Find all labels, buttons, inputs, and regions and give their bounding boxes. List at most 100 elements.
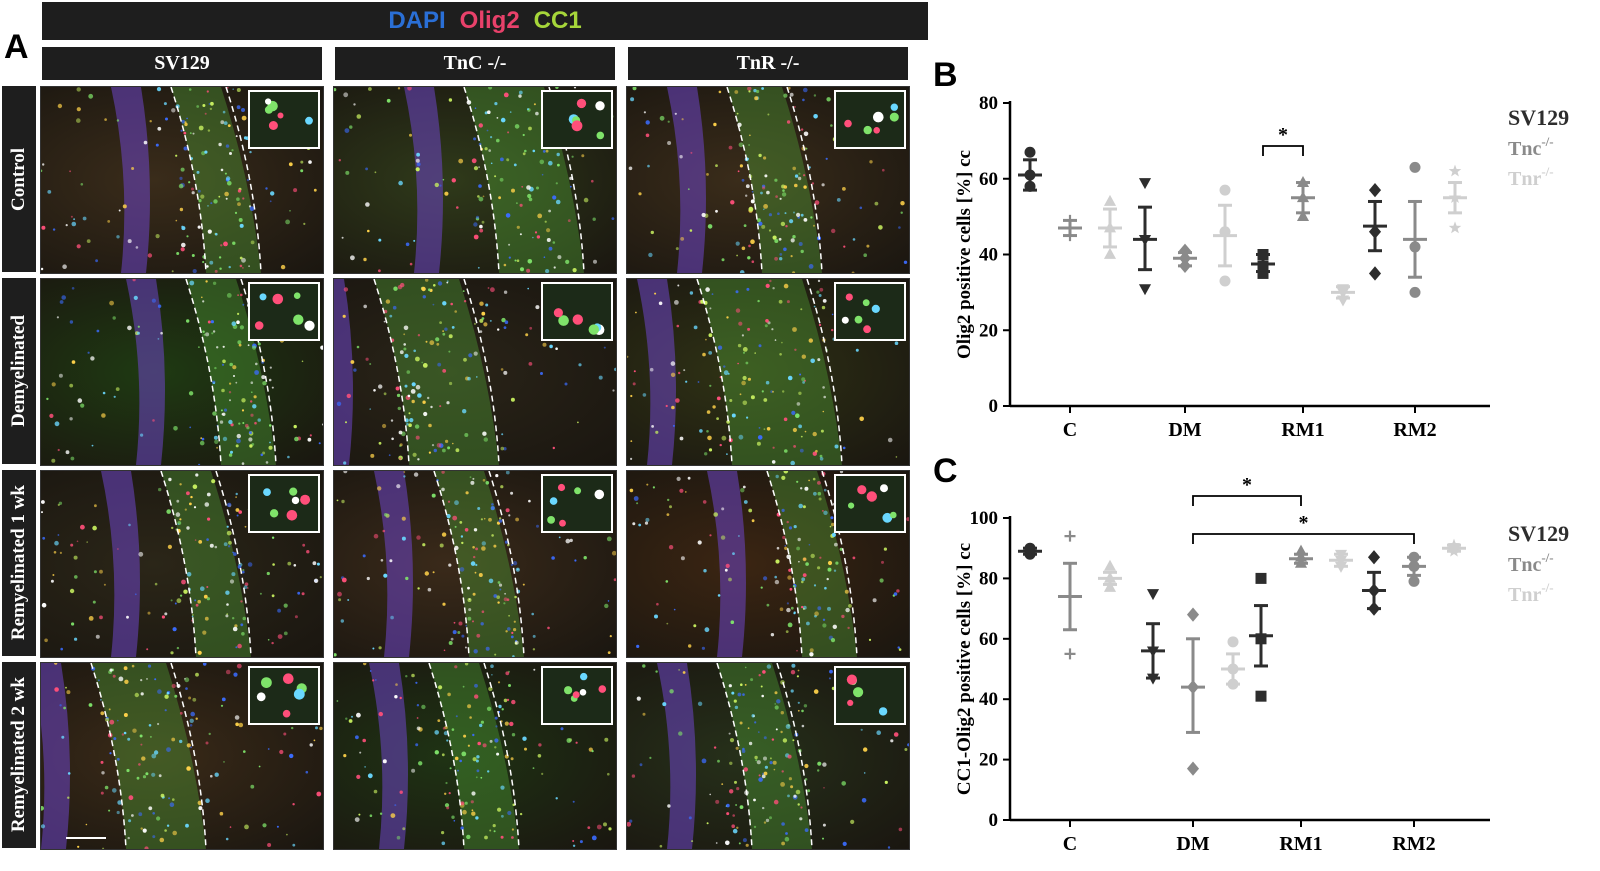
y-tick-label: 60 — [979, 629, 998, 650]
inset-magnified-cells — [541, 666, 613, 725]
y-tick-label: 0 — [989, 396, 999, 417]
data-point — [1138, 178, 1152, 190]
y-tick-label: 40 — [979, 689, 998, 710]
data-point — [1448, 221, 1462, 234]
y-tick-label: 60 — [979, 169, 998, 190]
data-point — [1294, 544, 1308, 556]
data-point — [1024, 146, 1036, 158]
inset-magnified-cells — [541, 90, 613, 149]
data-point — [1409, 286, 1421, 298]
y-axis-label: CC1-Olig2 positive cells [%] cc — [954, 543, 975, 795]
micrograph-tnr-demyelinated — [626, 278, 910, 466]
inset-magnified-cells — [248, 282, 320, 341]
stain-label-olig2: Olig2 — [459, 7, 520, 34]
x-tick-label: RM2 — [1393, 419, 1436, 441]
legend-superscript: -/- — [1541, 580, 1553, 595]
data-point — [1103, 194, 1117, 206]
y-tick-label: 40 — [979, 245, 998, 266]
data-point — [1219, 226, 1231, 238]
inset-magnified-cells — [834, 90, 906, 149]
data-point — [1367, 583, 1381, 598]
data-point — [1227, 678, 1239, 690]
row-header-demyelinated: Demyelinated — [2, 278, 36, 464]
inset-magnified-cells — [834, 282, 906, 341]
data-point — [1296, 191, 1310, 203]
data-point — [1257, 260, 1269, 272]
micrograph-tnc-control — [333, 86, 617, 274]
micrograph-sv129-remyelinated-1wk — [40, 470, 324, 658]
data-point — [1064, 591, 1076, 603]
data-point — [1368, 182, 1382, 198]
data-point — [1219, 184, 1231, 196]
significance-bracket — [1262, 145, 1304, 156]
data-point — [1447, 538, 1461, 551]
legend-entry-tnr: Tnr-/- — [1508, 580, 1554, 606]
data-point — [1064, 214, 1076, 226]
data-point — [1219, 275, 1231, 287]
data-point — [1367, 550, 1381, 565]
data-point — [1294, 556, 1308, 568]
micrograph-tnc-demyelinated — [333, 278, 617, 466]
data-point — [1334, 549, 1348, 561]
cc1-olig2-chart: 0 20 40 60 80 100 CC1-Olig2 positive cells [%]… — [940, 474, 1590, 863]
inset-magnified-cells — [541, 474, 613, 533]
data-point — [1334, 555, 1348, 567]
y-tick-label: 0 — [989, 810, 999, 831]
inset-magnified-cells — [248, 90, 320, 149]
micrograph-sv129-control — [40, 86, 324, 274]
significance-star: * — [1278, 124, 1288, 146]
data-point — [1409, 241, 1421, 253]
data-point — [1024, 169, 1036, 181]
olig2-chart-svg: 0 20 40 60 80 Olig2 positive cells [%] cc C DM R… — [954, 93, 1569, 441]
row-header-control: Control — [2, 86, 36, 272]
legend-entry-tnr: Tnr-/- — [1508, 164, 1554, 190]
data-point — [1024, 542, 1036, 554]
inset-magnified-cells — [834, 666, 906, 725]
olig2-chart: 0 20 40 60 80 Olig2 positive cells [%] cc C DM R… — [940, 80, 1590, 445]
micrograph-sv129-demyelinated — [40, 278, 324, 466]
x-tick-label: RM2 — [1392, 833, 1435, 855]
row-header-remyelinated-2wk: Remyelinated 2 wk — [2, 662, 36, 848]
stain-legend-bar: DAPI Olig2 CC1 — [42, 2, 928, 40]
significance-bracket — [1192, 533, 1415, 544]
data-point — [1103, 559, 1117, 571]
legend-superscript: -/- — [1541, 550, 1553, 565]
panel-c-letter: C — [933, 452, 958, 490]
stain-label-cc1: CC1 — [533, 7, 582, 34]
data-point — [1336, 295, 1350, 307]
legend-superscript: -/- — [1541, 134, 1553, 149]
x-tick-label: C — [1063, 833, 1077, 855]
data-point — [1064, 648, 1076, 660]
row-header-remyelinated-1wk: Remyelinated 1 wk — [2, 470, 36, 656]
data-point — [1296, 175, 1310, 187]
data-point — [1024, 180, 1036, 192]
inset-magnified-cells — [248, 474, 320, 533]
scale-bar — [66, 837, 106, 839]
data-point — [1178, 243, 1192, 258]
x-tick-label: C — [1063, 419, 1077, 441]
x-tick-label: DM — [1168, 419, 1201, 441]
y-tick-label: 80 — [979, 568, 998, 589]
y-axis-label: Olig2 positive cells [%] cc — [954, 150, 975, 359]
data-point — [1146, 646, 1160, 658]
data-point — [1334, 561, 1348, 573]
data-point — [1257, 249, 1269, 260]
data-point — [1448, 164, 1462, 177]
y-tick-label: 80 — [979, 93, 998, 114]
data-point — [1103, 571, 1117, 583]
data-point — [1064, 530, 1076, 542]
micrograph-tnc-remyelinated-1wk — [333, 470, 617, 658]
data-point — [1227, 663, 1239, 675]
column-header-tnc: TnC -/- — [335, 47, 615, 80]
data-point — [1367, 601, 1381, 616]
cc1-olig2-chart-svg: 0 20 40 60 80 100 CC1-Olig2 positive cells [%]… — [954, 474, 1569, 855]
data-point — [1103, 247, 1117, 259]
data-point — [1368, 266, 1382, 281]
data-point — [1138, 284, 1152, 296]
data-point — [1408, 551, 1420, 563]
micrograph-tnc-remyelinated-2wk — [333, 662, 617, 850]
data-point — [1146, 589, 1160, 601]
legend-entry-tnc: Tnc-/- — [1508, 134, 1554, 160]
y-tick-label: 100 — [970, 508, 999, 529]
data-point — [1138, 234, 1152, 246]
